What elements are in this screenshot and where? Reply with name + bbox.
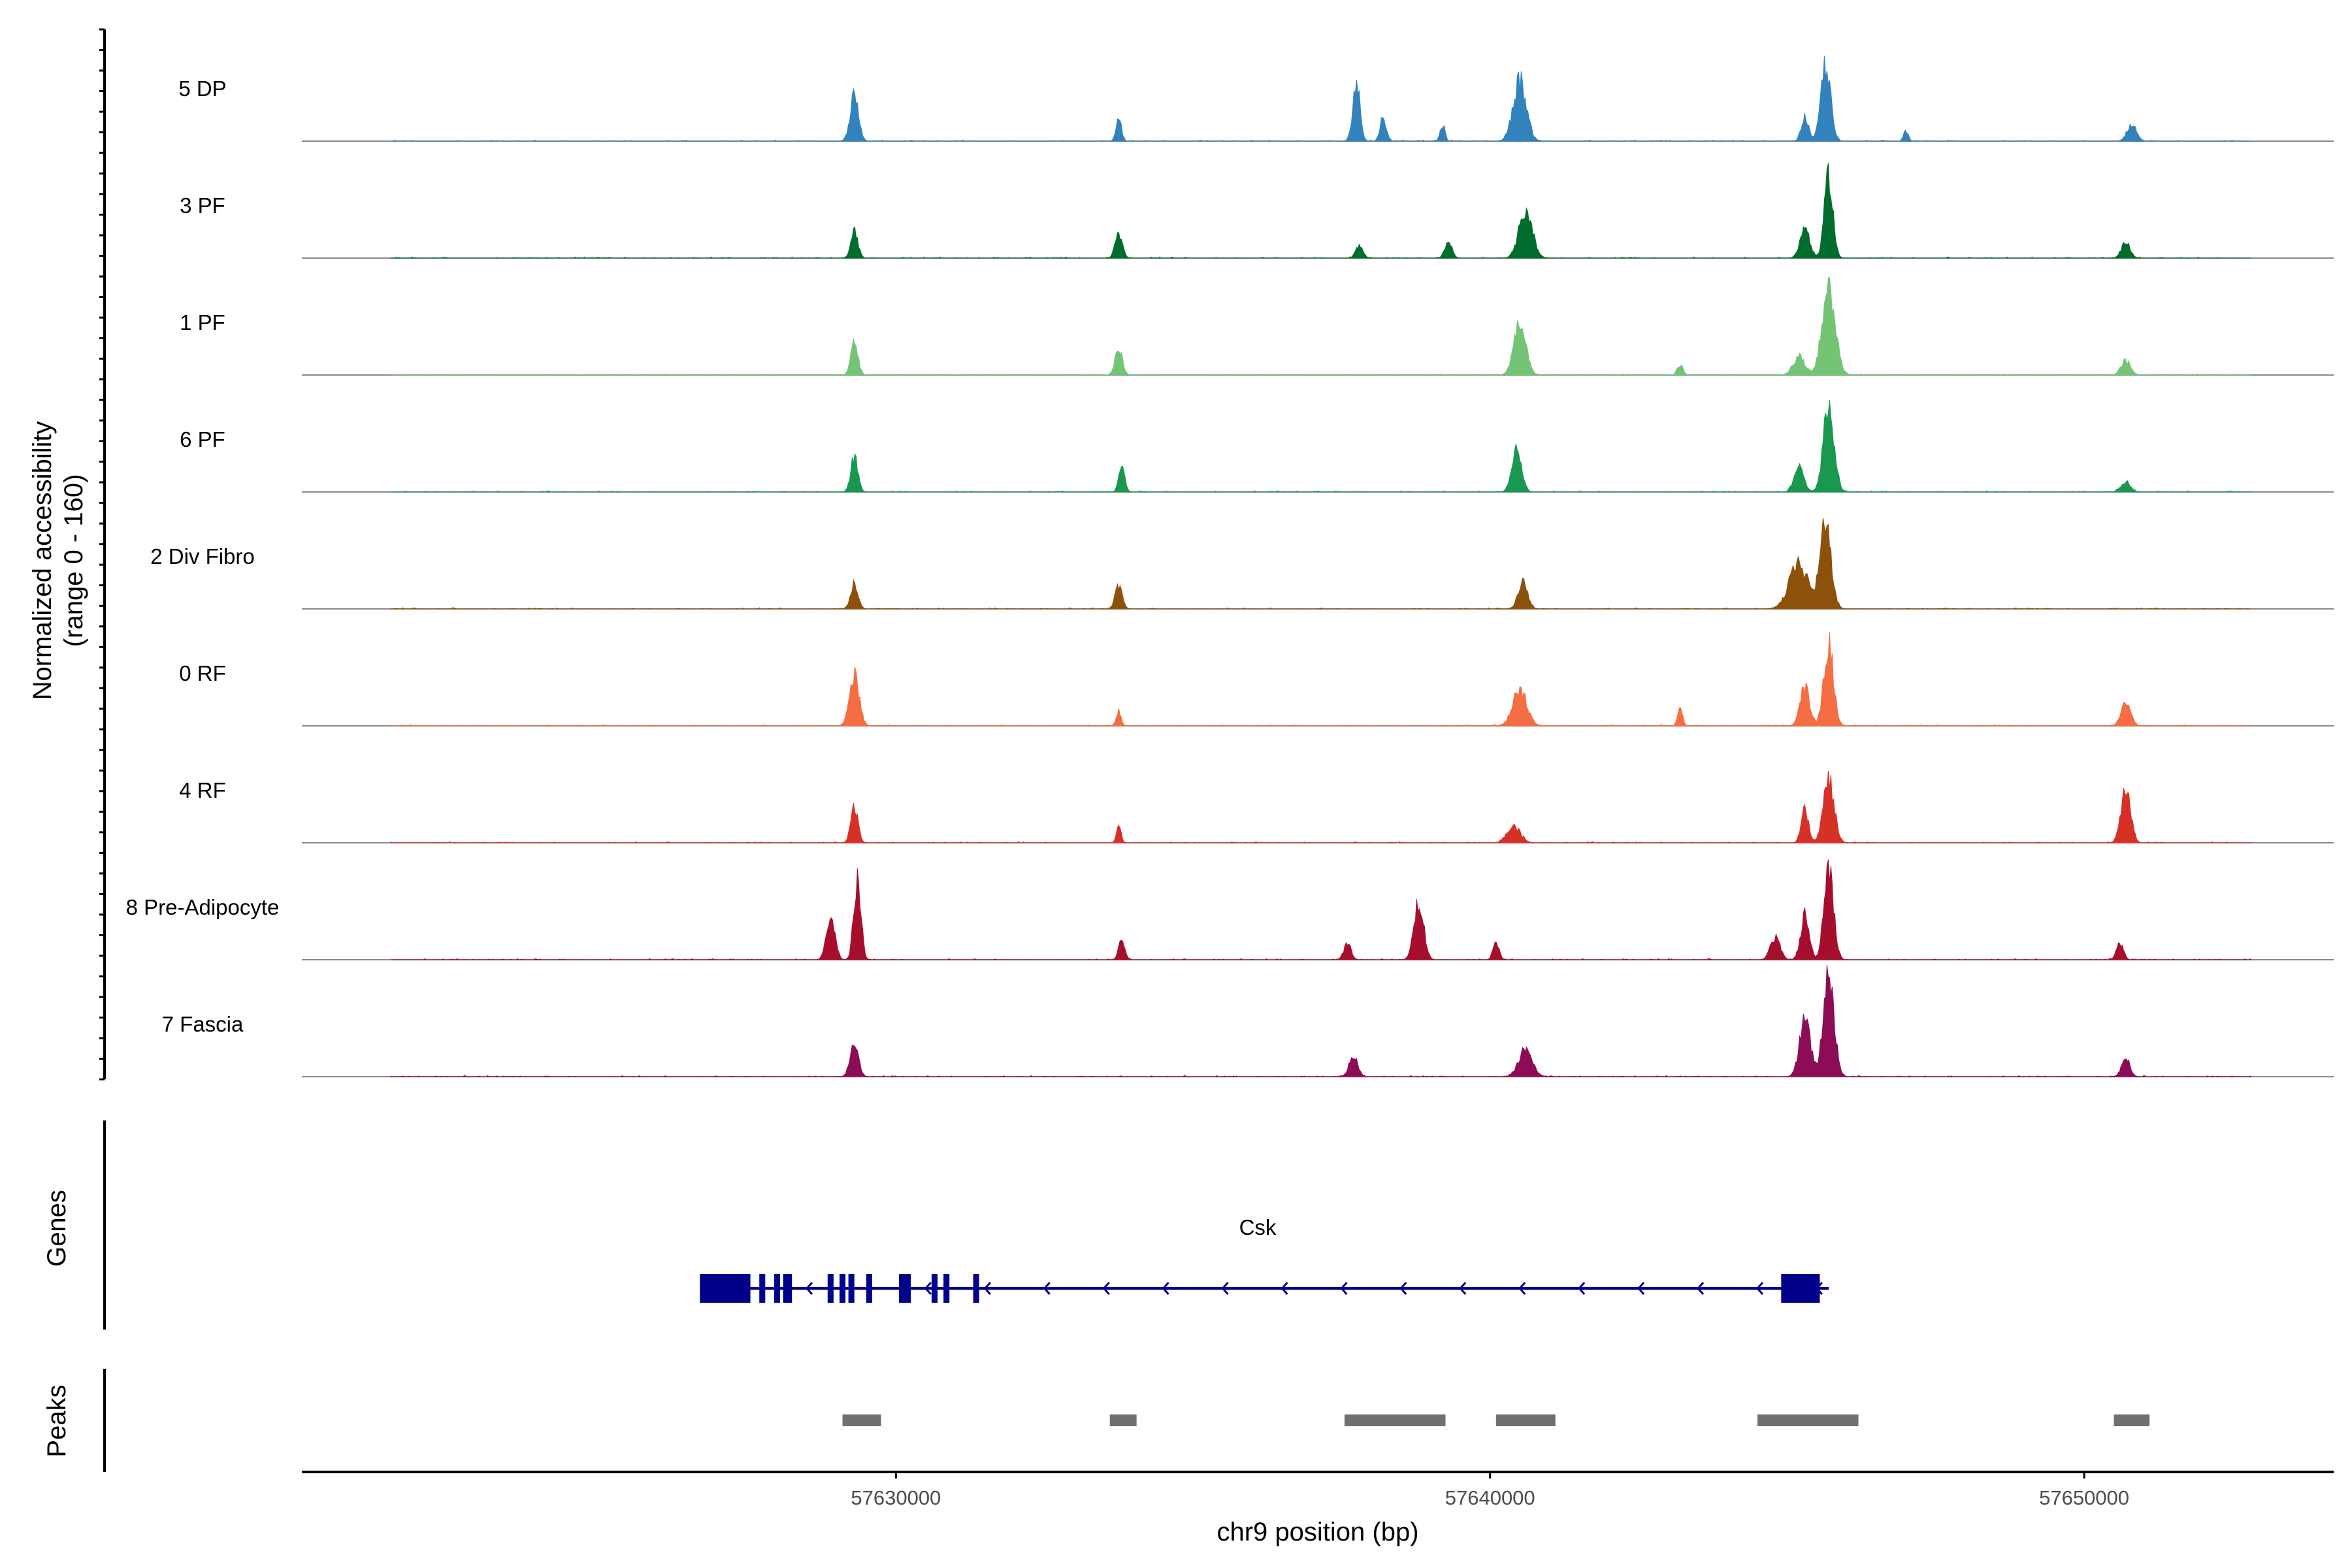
coverage-area [391,632,2251,727]
strand-arrow [805,1282,813,1295]
strand-arrow [1756,1282,1764,1295]
track-3-pf: 3 PF [180,163,2334,259]
track-label: 2 Div Fibro [150,544,255,568]
strand-arrow [1518,1282,1526,1295]
track-label: 6 PF [180,427,225,451]
track-8-pre-adipocyte: 8 Pre-Adipocyte [126,859,2334,960]
strand-arrow [1162,1282,1169,1295]
track-label: 3 PF [180,193,225,218]
x-tick-label: 57650000 [2039,1486,2129,1509]
strand-arrow [1637,1282,1645,1295]
track-label: 8 Pre-Adipocyte [126,895,280,919]
peak-region [842,1414,881,1426]
coverage-area [390,965,2251,1077]
track-2-div-fibro: 2 Div Fibro [150,517,2334,610]
exon [759,1274,766,1303]
exon [943,1274,950,1303]
x-axis-title: chr9 position (bp) [1217,1518,1418,1546]
track-label: 0 RF [179,661,226,685]
coverage-area [391,56,2251,142]
track-label: 1 PF [180,310,225,335]
track-label: 5 DP [178,76,226,101]
exon [827,1274,834,1303]
peak-region [2114,1414,2150,1426]
strand-arrow [1340,1282,1348,1295]
coverage-area [390,770,2251,843]
coverage-area [391,400,2251,493]
coverage-area [391,859,2251,960]
coverage-area [390,517,2251,610]
x-tick-label: 57640000 [1445,1486,1535,1509]
exon [774,1274,781,1303]
exon [931,1274,938,1303]
genes-track-label: Genes [42,1190,71,1267]
strand-arrow [924,1282,932,1295]
y-axis-range-label: (range 0 - 160) [59,474,88,647]
gene-annotation-track [700,1274,1829,1303]
strand-arrow [1399,1282,1407,1295]
exon [700,1274,751,1303]
exon [848,1274,855,1303]
track-7-fascia: 7 Fascia [162,965,2334,1077]
track-4-rf: 4 RF [179,770,2334,843]
gene-name-label: Csk [1239,1215,1277,1239]
coverage-area [390,163,2251,259]
coverage-tracks: 5 DP 3 PF 1 PF 6 PF 2 Div Fibro 0 RF 4 RF 8 Pre… [126,56,2334,1077]
strand-arrow [1221,1282,1229,1295]
exon [839,1274,846,1303]
peak-region [1109,1414,1137,1426]
peak-region [1495,1414,1556,1426]
strand-arrow [1281,1282,1288,1295]
peaks-track [842,1414,2150,1426]
strand-arrow [1102,1282,1110,1295]
strand-arrow [1578,1282,1586,1295]
coverage-area [391,277,2251,376]
x-axis: 57630000 57640000 57650000 [302,1471,2334,1509]
peak-region [1757,1414,1859,1426]
x-tick-label: 57630000 [851,1486,941,1509]
exon [1781,1274,1820,1303]
peak-region [1344,1414,1446,1426]
axes-layer [99,28,106,1472]
track-label: 7 Fascia [162,1012,244,1036]
track-0-rf: 0 RF [179,632,2334,727]
track-label: 4 RF [179,778,226,802]
strand-arrow [1043,1282,1051,1295]
peaks-track-label: Peaks [42,1384,71,1457]
exon [973,1274,979,1303]
exon [783,1274,792,1303]
track-6-pf: 6 PF [180,400,2334,493]
strand-arrow [983,1282,991,1295]
strand-arrow [1459,1282,1467,1295]
exon [866,1274,872,1303]
track-1-pf: 1 PF [180,277,2334,376]
y-axis-title: Normalized accessibility [28,421,57,700]
strand-arrow [1696,1282,1705,1295]
exon [898,1274,911,1303]
track-5-dp: 5 DP [178,56,2334,142]
